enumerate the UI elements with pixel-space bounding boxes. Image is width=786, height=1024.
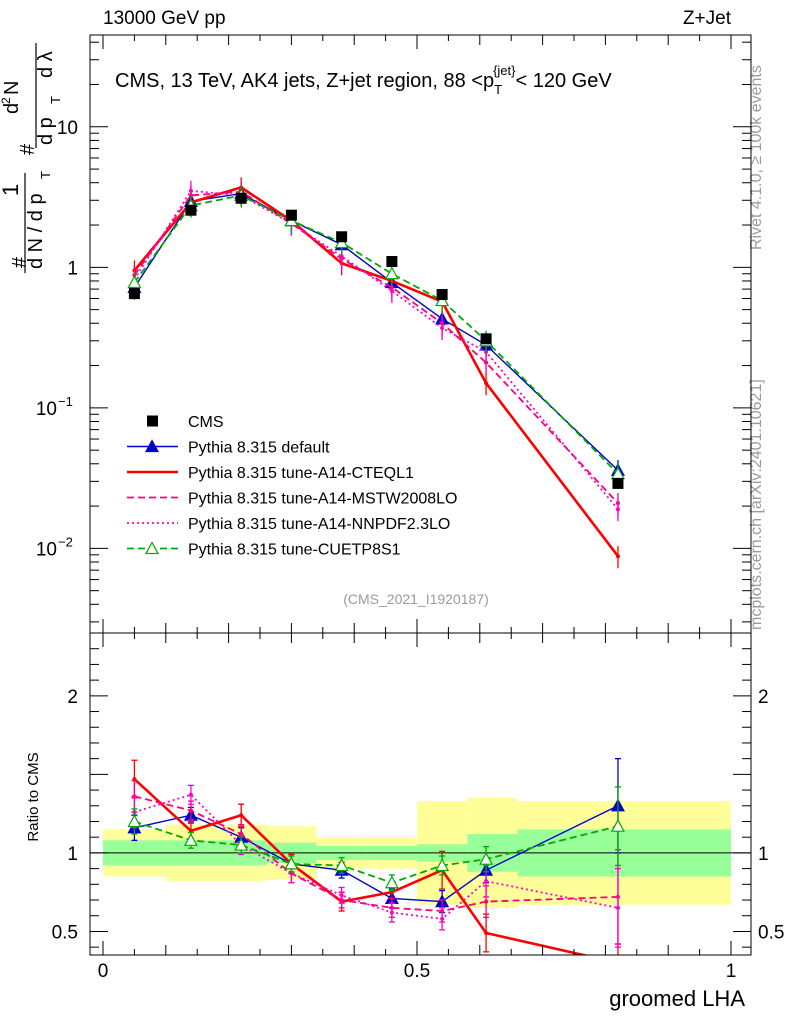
axes — [89, 34, 752, 956]
rivet-label: Rivet 4.1.0, ≥ 100k events — [748, 65, 765, 250]
ratio-point — [183, 833, 198, 846]
main-point — [339, 254, 344, 259]
main-point — [615, 554, 620, 559]
ratio-point — [610, 818, 625, 832]
svg-text:1: 1 — [0, 184, 23, 196]
ratio-point — [484, 899, 489, 904]
ratio-point — [615, 905, 620, 910]
legend-label-1: Pythia 8.315 tune-A14-CTEQL1 — [188, 465, 414, 482]
ratio-point — [127, 814, 142, 828]
main-y-tick-exponent: −2 — [58, 534, 73, 549]
ratio-point — [384, 875, 399, 889]
ratio-point — [188, 808, 193, 813]
mcplots-label: mcplots.cern.ch [arXiv:2401.10621] — [748, 379, 765, 630]
ratio-point — [616, 961, 620, 965]
ratio-y-tick-label-right: 0.5 — [758, 922, 784, 943]
svg-text:2: 2 — [0, 97, 13, 104]
svg-text:d N / d p: d N / d p — [25, 193, 47, 269]
ratio-y-label: Ratio to CMS — [25, 752, 42, 841]
svg-text:d λ: d λ — [35, 51, 57, 78]
ratio-y-tick-label-right: 2 — [758, 687, 769, 708]
svg-text:T: T — [48, 96, 63, 104]
data-point — [185, 204, 197, 216]
main-y-label: # 1 d N / d p T # d 2 N d p T d λ — [0, 43, 63, 273]
main-y-tick-label: 10 — [36, 539, 57, 560]
legend-label-cms: CMS — [188, 414, 224, 431]
data-point — [235, 192, 247, 204]
main-y-tick-exponent: −1 — [58, 394, 73, 409]
ratio-point — [234, 837, 249, 851]
main-point — [188, 188, 193, 193]
ratio-point — [239, 813, 244, 818]
main-y-tick-label: 10 — [57, 118, 78, 139]
data-point — [128, 288, 140, 300]
main-series-line-3 — [133, 189, 619, 510]
ratio-series-line-3 — [134, 793, 619, 920]
ratio-y-tick-label-left: 0.5 — [52, 922, 78, 943]
analysis-id: (CMS_2021_I1920187) — [343, 591, 489, 607]
legend-label-0: Pythia 8.315 default — [188, 440, 330, 457]
legend-label-4: Pythia 8.315 tune-CUETP8S1 — [188, 542, 401, 559]
ratio-point — [389, 910, 394, 915]
ratio-point — [339, 893, 344, 898]
ratio-y-tick-label-left: 1 — [67, 844, 78, 865]
x-tick-label: 0.5 — [404, 961, 430, 982]
legend-label-2: Pythia 8.315 tune-A14-MSTW2008LO — [188, 491, 457, 508]
legend-marker-cms — [147, 415, 158, 427]
main-point — [440, 326, 445, 331]
main-point — [484, 381, 489, 386]
main-series-line-4 — [133, 194, 619, 475]
header-right: Z+Jet — [683, 8, 732, 29]
x-tick-label: 1 — [726, 961, 737, 982]
ratio-series — [127, 758, 625, 965]
svg-text:d: d — [1, 103, 23, 114]
svg-text:N: N — [1, 81, 23, 95]
ratio-point — [334, 858, 349, 872]
data-point — [612, 477, 624, 489]
svg-text:d p: d p — [35, 117, 57, 145]
ratio-point — [188, 792, 193, 797]
svg-text:#: # — [17, 143, 39, 155]
svg-text:T: T — [38, 171, 53, 179]
chart-title: CMS, 13 TeV, AK4 jets, Z+jet region, 88 … — [115, 63, 612, 97]
main-point — [435, 293, 450, 307]
legend-label-3: Pythia 8.315 tune-A14-NNPDF2.3LO — [188, 516, 450, 533]
main-y-tick-label: 1 — [67, 258, 78, 279]
main-point — [389, 288, 394, 293]
legend: CMS Pythia 8.315 default Pythia 8.315 tune… — [127, 414, 457, 559]
data-point — [480, 333, 492, 345]
main-point — [127, 275, 142, 289]
legend-marker-4 — [144, 541, 160, 555]
data-point — [285, 209, 297, 221]
ratio-point — [484, 931, 489, 936]
main-point — [384, 266, 399, 280]
ratio-point — [284, 856, 299, 870]
ratio-point — [484, 879, 489, 884]
main-series — [127, 177, 625, 569]
data-point — [436, 289, 448, 301]
ratio-point — [440, 916, 445, 921]
ratio-panel-frame — [89, 632, 752, 956]
ratio-y-tick-label-right: 1 — [758, 844, 769, 865]
data-point — [386, 256, 398, 268]
x-axis-label: groomed LHA — [609, 986, 745, 1011]
legend-marker-0 — [144, 439, 160, 453]
main-y-tick-label: 10 — [36, 399, 57, 420]
ratio-y-tick-label-left: 2 — [67, 687, 78, 708]
ratio-point — [479, 851, 494, 865]
data-point — [336, 231, 348, 243]
x-tick-label: 0 — [98, 961, 109, 982]
header-left: 13000 GeV pp — [103, 8, 226, 29]
main-point — [615, 507, 620, 512]
ratio-point — [435, 858, 450, 872]
